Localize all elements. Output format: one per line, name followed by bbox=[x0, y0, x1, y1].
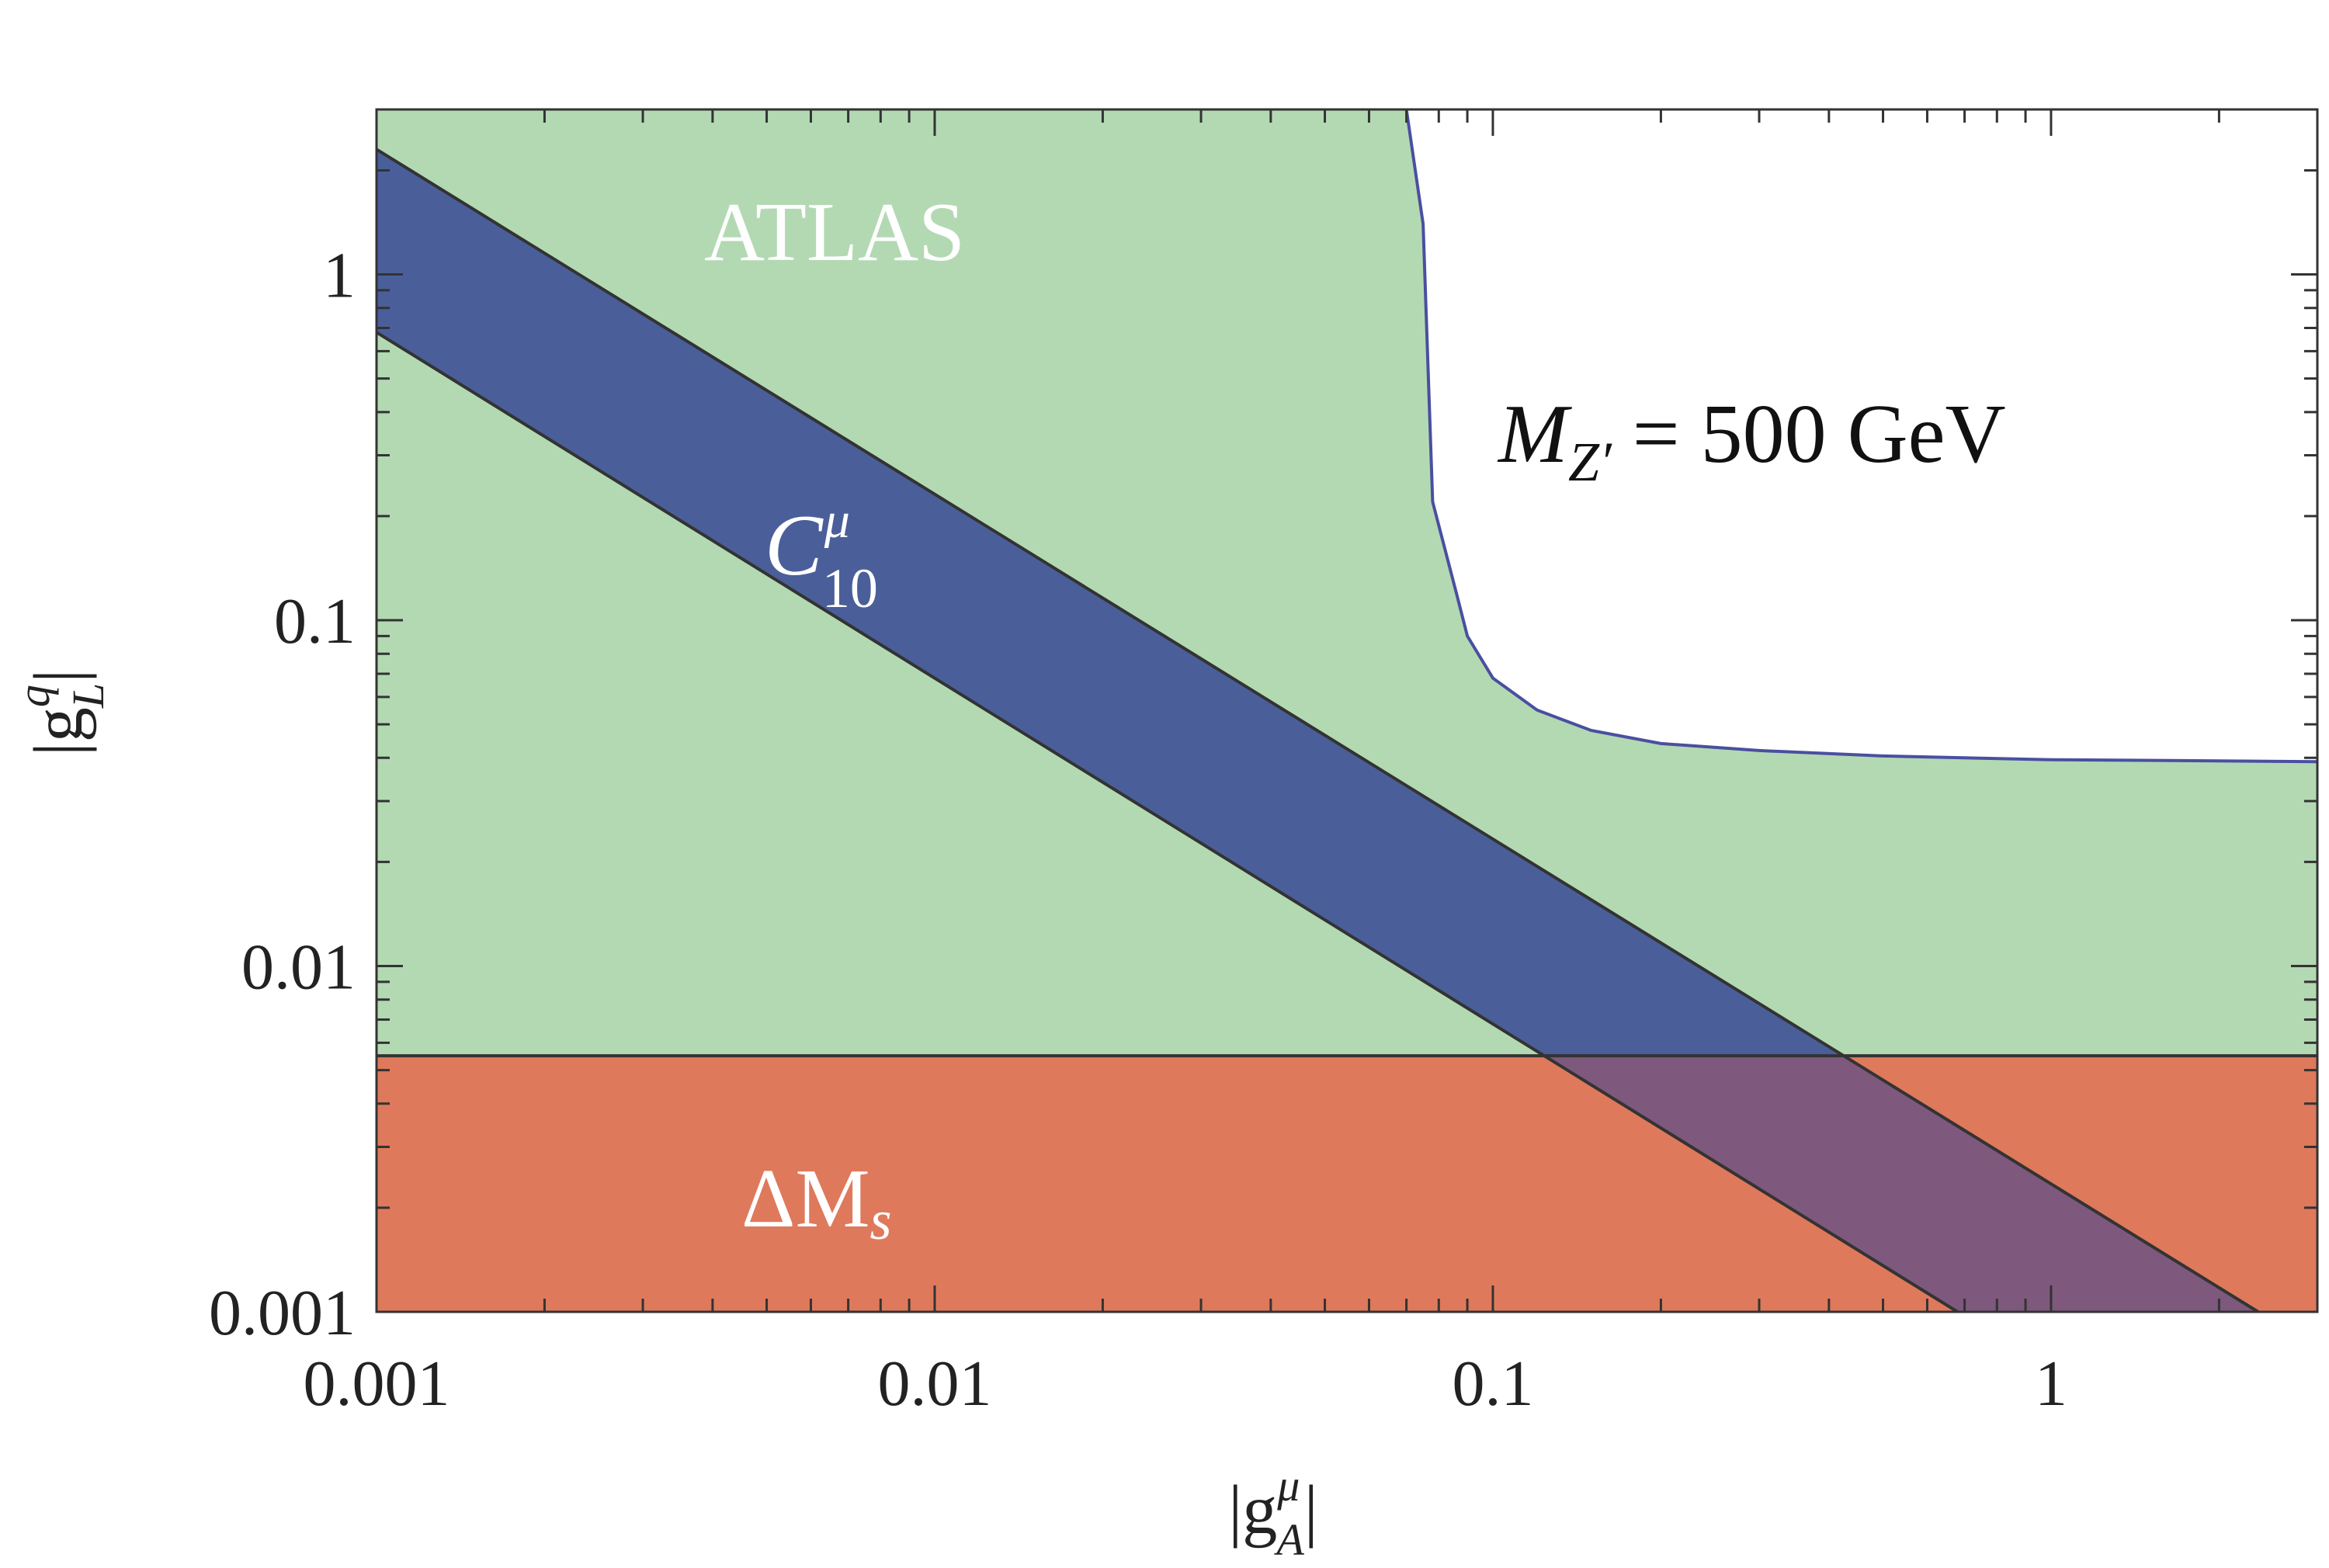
delta-ms-label: ΔMs bbox=[741, 1153, 892, 1251]
y-tick-label: 0.01 bbox=[241, 931, 356, 1004]
x-tick-label: 0.1 bbox=[1452, 1348, 1533, 1420]
plot-area bbox=[377, 109, 2317, 1312]
plot-frame bbox=[375, 108, 2319, 1313]
y-tick-label: 0.001 bbox=[209, 1277, 356, 1349]
y-axis-label: |gqL| bbox=[9, 669, 113, 756]
atlas-label: ATLAS bbox=[704, 186, 965, 279]
labels: 0.001 0.01 0.1 1 0.001 0.01 0.1 1 |gμ A| |gqL| ATLA… bbox=[9, 186, 2067, 1565]
mass-annotation: MZ′ = 500 GeV bbox=[1497, 388, 2006, 493]
x-tick-label: 1 bbox=[2035, 1348, 2067, 1420]
atlas-region bbox=[377, 109, 2317, 1312]
y-tick-label: 0.1 bbox=[274, 585, 356, 657]
c10-label: Cμ 10 bbox=[765, 492, 878, 619]
c10-overlap-region bbox=[1544, 1056, 2258, 1312]
c10-lower-line bbox=[377, 331, 1959, 1312]
x-axis-label: |gμ A| bbox=[1228, 1460, 1318, 1565]
y-tick-label: 1 bbox=[323, 240, 356, 312]
atlas-boundary bbox=[1404, 109, 2317, 764]
c10-upper-line bbox=[377, 147, 2259, 1312]
x-tick-label: 0.01 bbox=[877, 1348, 991, 1420]
x-tick-label: 0.001 bbox=[304, 1348, 450, 1420]
